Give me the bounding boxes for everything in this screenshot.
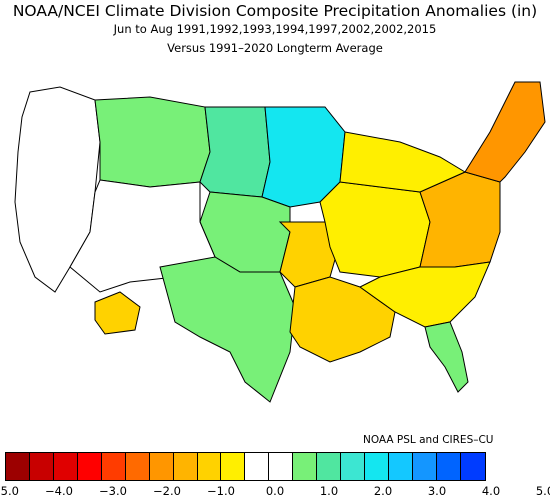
colorbar-swatch	[293, 453, 318, 480]
colorbar-swatch	[269, 453, 294, 480]
colorbar-swatch	[6, 453, 30, 480]
colorbar-swatch	[389, 453, 413, 480]
region-northern-plains	[199, 106, 271, 198]
colorbar-tick-label: −3.0	[99, 484, 127, 498]
colorbar-swatch	[29, 453, 54, 480]
region-southern-plains	[159, 256, 296, 403]
region-northern-rockies	[94, 96, 211, 188]
colorbar-swatch	[460, 453, 485, 480]
colorbar-swatch	[317, 453, 342, 480]
colorbar-swatch	[125, 453, 150, 480]
colorbar-swatch	[412, 453, 437, 480]
region-arizona-south	[94, 291, 141, 335]
colorbar-swatch	[221, 453, 246, 480]
region-gulf-coast	[289, 276, 396, 363]
colorbar-tick-label: −1.0	[207, 484, 235, 498]
colorbar-tick-label: 0.0	[265, 484, 285, 498]
colorbar-tick-label: −2.0	[153, 484, 181, 498]
colorbar-swatch	[149, 453, 174, 480]
colorbar-swatch	[365, 453, 389, 480]
region-northeast	[464, 81, 546, 183]
data-credit: NOAA PSL and CIRES–CU	[363, 434, 494, 446]
colorbar-tick-label: −4.0	[45, 484, 73, 498]
colorbar-tick-label: 4.0	[481, 484, 501, 498]
colorbar-swatch	[436, 453, 461, 480]
colorbar-tick-label: 5.0	[535, 484, 550, 498]
map-subtitle: Jun to Aug 1991,1992,1993,1994,1997,2002…	[113, 22, 437, 36]
map-title: NOAA/NCEI Climate Division Composite Pre…	[12, 2, 538, 20]
colorbar-swatch	[77, 453, 102, 480]
map-baseline: Versus 1991–2020 Longterm Average	[167, 41, 383, 55]
colorbar-swatch	[101, 453, 126, 480]
region-ohio-valley	[319, 181, 431, 278]
colorbar-tick-label: 1.0	[319, 484, 339, 498]
colorbar-swatch	[53, 453, 78, 480]
colorbar-tick-label: −5.0	[0, 484, 19, 498]
region-florida	[424, 321, 469, 393]
colorbar-tick-label: 3.0	[427, 484, 447, 498]
region-great-lakes	[339, 131, 467, 193]
region-southeast	[359, 261, 491, 328]
colorbar-swatch	[197, 453, 222, 480]
colorbar-tick-label: 2.0	[373, 484, 393, 498]
colorbar-swatch	[173, 453, 198, 480]
us-climate-division-map	[14, 81, 546, 403]
colorbar	[5, 452, 486, 481]
colorbar-swatch	[245, 453, 270, 480]
colorbar-swatch	[341, 453, 366, 480]
